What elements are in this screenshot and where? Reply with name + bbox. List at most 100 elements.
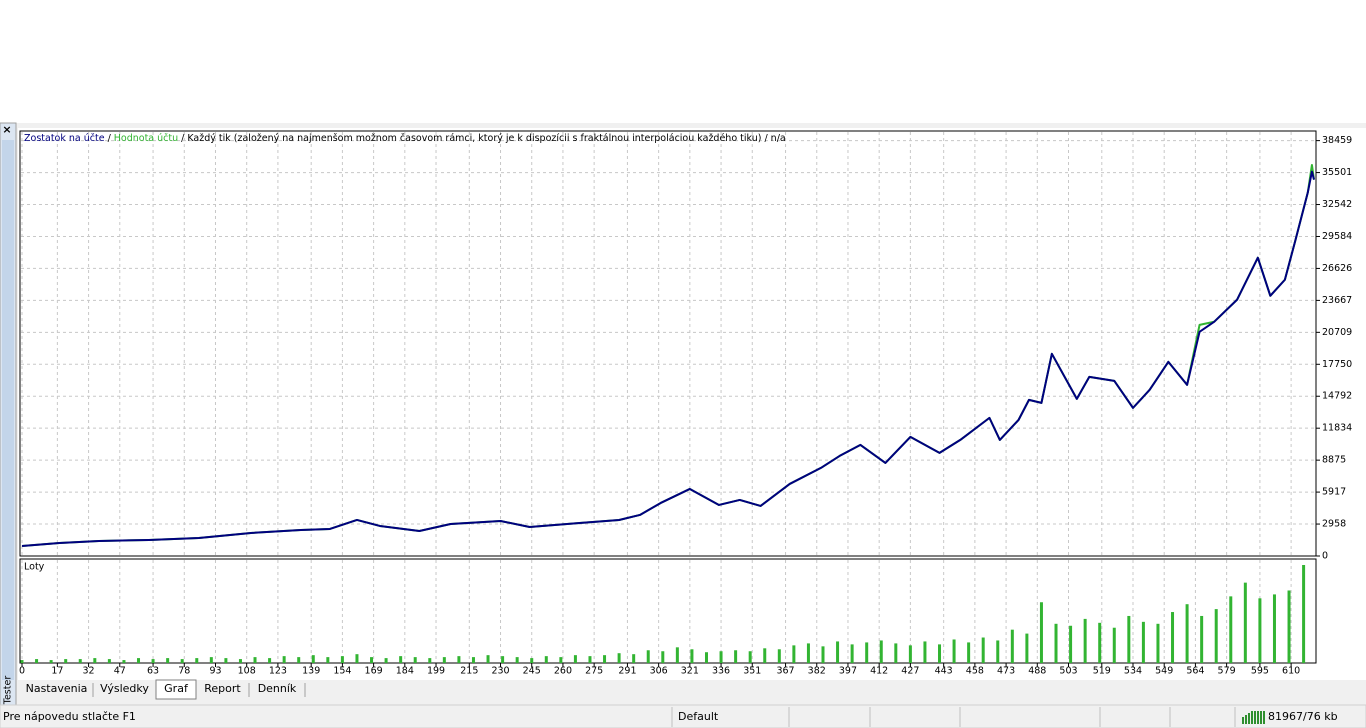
bar	[1098, 622, 1102, 663]
bar	[340, 656, 344, 663]
y-tick-label: 35501	[1322, 167, 1352, 178]
bar	[675, 647, 679, 663]
bar	[603, 655, 607, 663]
x-tick-label: 17	[51, 666, 63, 677]
y-tick-label: 32542	[1322, 199, 1352, 210]
bar	[763, 648, 767, 663]
y-tick-label: 5917	[1322, 487, 1346, 498]
bar	[690, 649, 694, 663]
bar	[617, 653, 621, 663]
grid-layer	[21, 132, 1315, 662]
bar	[268, 658, 272, 663]
bar	[661, 651, 665, 663]
bar	[865, 642, 869, 663]
x-tick-label: 427	[901, 666, 919, 677]
bar	[1214, 609, 1218, 663]
bar	[1272, 594, 1276, 663]
bar	[559, 657, 563, 663]
bar	[1083, 618, 1087, 663]
x-tick-label: 47	[114, 666, 126, 677]
y-tick-label: 26626	[1322, 263, 1352, 274]
tab-selected-background	[155, 679, 197, 700]
y-tick-label: 17750	[1322, 359, 1352, 370]
bar	[908, 645, 912, 663]
tab[interactable]: Nastavenia	[26, 682, 88, 695]
bar	[967, 642, 971, 663]
bar	[93, 658, 97, 663]
x-tick-label: 488	[1028, 666, 1046, 677]
separator: /	[108, 133, 112, 144]
bar	[442, 657, 446, 663]
bar	[1185, 604, 1189, 663]
y-tick-label: 0	[1322, 551, 1328, 562]
bar	[64, 659, 68, 663]
tab-strip	[18, 680, 1366, 700]
bar	[1112, 627, 1116, 663]
bar	[792, 645, 796, 663]
bar	[777, 649, 781, 663]
separator: /	[764, 133, 768, 144]
bar	[151, 659, 155, 663]
bar	[428, 658, 432, 663]
tab[interactable]: Graf	[164, 682, 189, 695]
y-tick-label: 20709	[1322, 327, 1352, 338]
bar	[238, 659, 242, 663]
x-tick-label: 351	[743, 666, 761, 677]
tab[interactable]: Výsledky	[100, 682, 149, 695]
bar	[1054, 623, 1058, 663]
bar	[486, 655, 490, 663]
bar	[748, 651, 752, 663]
x-tick-label: 78	[178, 666, 190, 677]
x-tick-label: 275	[585, 666, 603, 677]
bar	[1200, 615, 1204, 663]
x-tick-label: 443	[935, 666, 953, 677]
x-tick-label: 412	[870, 666, 888, 677]
tab[interactable]: Denník	[258, 682, 297, 695]
x-tick-label: 306	[650, 666, 668, 677]
bar	[20, 660, 24, 663]
status-bar	[0, 704, 1366, 728]
bar	[471, 657, 475, 663]
x-tick-label: 503	[1059, 666, 1077, 677]
bar	[515, 657, 519, 663]
lots-plot-frame	[19, 558, 1317, 664]
bar	[166, 658, 170, 663]
x-tick-label: 260	[554, 666, 572, 677]
bar	[544, 656, 548, 663]
bar	[588, 656, 592, 663]
bar	[981, 637, 985, 663]
y-tick-label: 29584	[1322, 231, 1352, 242]
bar	[1302, 565, 1306, 663]
tab[interactable]: Report	[204, 682, 241, 695]
x-tick-label: 458	[966, 666, 984, 677]
separator: /	[181, 133, 185, 144]
bar	[180, 659, 184, 663]
bar	[573, 655, 577, 663]
bar	[1039, 602, 1043, 663]
marks-layer	[20, 164, 1315, 663]
close-button[interactable]: ×	[2, 123, 11, 136]
bar	[195, 658, 199, 663]
bar	[1010, 629, 1014, 663]
status-traffic: 81967/76 kb	[1268, 710, 1338, 723]
x-tick-label: 215	[460, 666, 478, 677]
bar	[35, 659, 39, 663]
bar	[719, 651, 723, 663]
bar	[370, 657, 374, 663]
x-tick-label: 473	[997, 666, 1015, 677]
x-tick-label: 564	[1186, 666, 1204, 677]
bar	[49, 660, 53, 663]
x-tick-label: 123	[269, 666, 287, 677]
bar	[282, 656, 286, 663]
bar	[806, 643, 810, 663]
x-tick-label: 63	[147, 666, 159, 677]
y-tick-label: 2958	[1322, 519, 1346, 530]
x-tick-label: 534	[1124, 666, 1142, 677]
bar	[384, 658, 388, 663]
x-tick-label: 382	[808, 666, 826, 677]
bar	[1287, 590, 1291, 663]
x-tick-label: 579	[1218, 666, 1236, 677]
bar	[646, 650, 650, 663]
bar	[821, 646, 825, 663]
bar	[996, 640, 1000, 663]
